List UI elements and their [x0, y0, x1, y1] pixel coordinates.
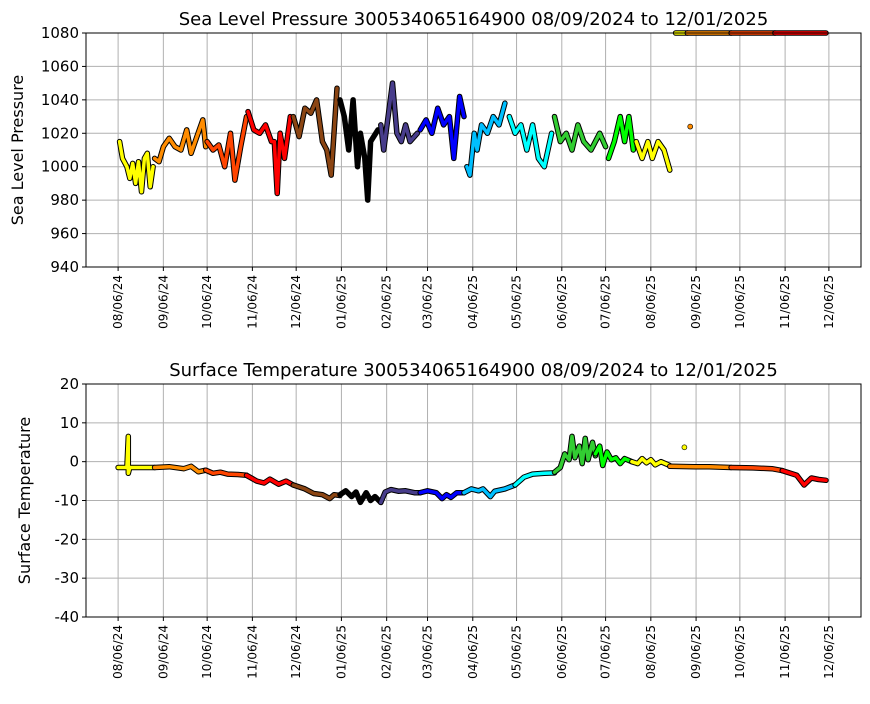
axes-frame	[85, 32, 862, 268]
x-tick-label: 03/06/25	[421, 275, 435, 329]
pressure-chart: 08/06/24 09/06/24 10/06/24 11/06/24 12/06/24…	[8, 9, 862, 329]
x-tick-label: 06/06/25	[555, 275, 569, 329]
data-series-line	[465, 101, 507, 177]
x-tick-label: 11/06/24	[245, 625, 259, 679]
data-series-line	[244, 473, 296, 487]
x-tick-label: 08/06/25	[644, 275, 658, 329]
y-tick-label: -30	[55, 569, 80, 587]
x-tick-label: 12/06/25	[822, 625, 836, 679]
x-tick-label: 01/06/25	[334, 275, 348, 329]
x-tick-label: 11/06/25	[778, 275, 792, 329]
y-tick-label: 20	[60, 375, 79, 393]
data-series-line	[203, 468, 249, 478]
data-series-line	[630, 456, 672, 468]
x-tick-label: 05/06/25	[510, 275, 524, 329]
y-tick-label: 980	[50, 191, 79, 209]
x-tick-label: 10/06/25	[733, 275, 747, 329]
data-series-line	[338, 98, 380, 202]
data-series-line	[338, 489, 383, 505]
x-tick-label: 05/06/25	[510, 625, 524, 679]
data-series-line	[606, 114, 636, 161]
x-tick-label: 07/06/25	[599, 275, 613, 329]
data-series-line	[418, 489, 466, 501]
x-tick-label: 09/06/25	[689, 625, 703, 679]
y-tick-label: 1060	[41, 57, 79, 75]
y-tick-label: 1020	[41, 124, 79, 142]
data-series-line	[152, 118, 208, 164]
x-tick-label: 12/06/24	[289, 625, 303, 679]
x-tick-label: 02/06/25	[380, 275, 394, 329]
x-tick-label: 09/06/24	[156, 275, 170, 329]
x-tick-label: 10/06/24	[200, 625, 214, 679]
x-tick-label: 11/06/24	[245, 275, 259, 329]
data-series-line	[634, 139, 672, 172]
data-series-line	[729, 465, 784, 473]
x-tick-label: 04/06/25	[466, 625, 480, 679]
y-tick-label: -20	[55, 530, 80, 548]
x-tick-label: 04/06/25	[466, 275, 480, 329]
data-series-line	[291, 86, 339, 177]
axes-frame	[85, 383, 862, 618]
y-tick-label: 1040	[41, 91, 79, 109]
data-series-line	[291, 483, 342, 501]
x-tick-label: 03/06/25	[421, 625, 435, 679]
x-tick-label: 08/06/25	[644, 625, 658, 679]
data-series-line	[507, 114, 554, 169]
data-series-line	[462, 483, 517, 499]
data-series-line	[593, 444, 634, 468]
data-series-line	[117, 139, 155, 194]
data-series-line	[552, 434, 598, 474]
data-series-line	[379, 487, 422, 505]
x-tick-label: 08/06/24	[111, 625, 125, 679]
x-tick-label: 10/06/25	[733, 625, 747, 679]
data-point	[681, 444, 688, 451]
y-tick-label: -10	[55, 492, 80, 510]
y-tick-label: 10	[60, 414, 79, 432]
x-tick-label: 06/06/25	[555, 625, 569, 679]
x-tick-label: 08/06/24	[111, 275, 125, 329]
x-tick-label: 02/06/25	[380, 625, 394, 679]
data-series-line	[379, 81, 420, 152]
y-tick-label: -40	[55, 608, 80, 626]
y-tick-label: 1000	[41, 158, 79, 176]
x-tick-label: 09/06/25	[689, 275, 703, 329]
data-series-line	[205, 114, 249, 182]
x-tick-label: 09/06/24	[156, 625, 170, 679]
data-series-line	[668, 464, 733, 470]
chart-title: Surface Temperature 300534065164900 08/0…	[169, 360, 778, 381]
temperature-chart: 08/06/24 09/06/24 10/06/24 11/06/24 12/06/24…	[15, 360, 862, 679]
x-tick-label: 12/06/24	[289, 275, 303, 329]
x-tick-label: 01/06/25	[334, 625, 348, 679]
x-tick-label: 12/06/25	[822, 275, 836, 329]
x-tick-label: 11/06/25	[778, 625, 792, 679]
data-series-line	[418, 94, 466, 161]
data-point	[687, 123, 694, 130]
data-series-line	[513, 471, 557, 487]
y-axis-label: Sea Level Pressure	[8, 75, 27, 226]
series-group	[115, 433, 829, 506]
y-tick-label: 960	[50, 225, 79, 243]
data-series-line	[246, 109, 293, 196]
x-tick-label: 10/06/24	[200, 275, 214, 329]
y-tick-label: 0	[69, 453, 79, 471]
data-series-line	[780, 468, 828, 487]
y-tick-label: 1080	[41, 24, 79, 42]
chart-title: Sea Level Pressure 300534065164900 08/09…	[179, 9, 769, 30]
data-series-line	[552, 114, 608, 152]
data-series-line	[152, 464, 208, 474]
y-axis-label: Surface Temperature	[15, 417, 34, 584]
x-tick-label: 07/06/25	[599, 625, 613, 679]
data-series-line	[116, 434, 157, 476]
y-tick-label: 940	[50, 258, 79, 276]
